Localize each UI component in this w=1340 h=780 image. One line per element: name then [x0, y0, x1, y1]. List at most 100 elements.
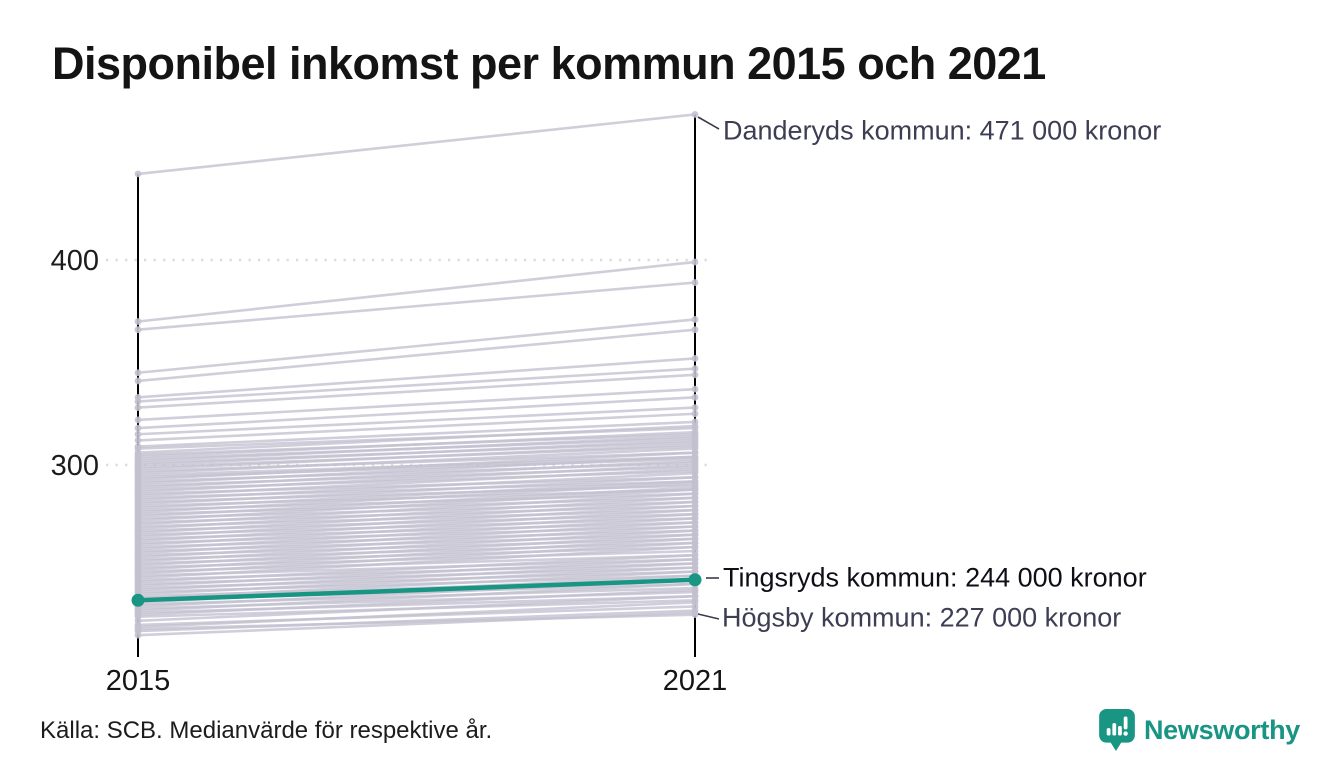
kommun-point-2015	[134, 424, 142, 432]
kommun-point-2021	[691, 592, 699, 600]
annotation-leader-2	[697, 613, 720, 620]
kommun-line	[137, 517, 696, 551]
kommun-line	[137, 508, 696, 543]
highlight-line-tingsryd	[137, 577, 696, 603]
kommun-line	[137, 412, 696, 442]
kommun-line	[137, 357, 696, 399]
kommun-line	[137, 500, 696, 534]
kommun-line	[137, 476, 696, 506]
kommun-line	[137, 486, 696, 518]
kommun-point-2021	[691, 598, 699, 606]
kommun-line	[137, 529, 696, 563]
kommun-line	[137, 443, 696, 471]
kommun-point-2021	[691, 586, 699, 594]
kommun-line	[137, 459, 696, 489]
kommun-line	[137, 570, 696, 600]
kommun-point-2021	[691, 316, 699, 323]
kommun-line	[137, 328, 696, 383]
kommun-point-2021	[691, 543, 699, 551]
kommun-point-2021	[691, 365, 699, 373]
kommun-point-2015	[134, 625, 142, 633]
newsworthy-wordmark: Newsworthy	[1143, 714, 1300, 745]
bar-short	[1106, 728, 1111, 736]
kommun-line	[137, 504, 696, 539]
kommun-line	[137, 439, 696, 467]
kommun-point-2015	[134, 326, 142, 334]
kommun-line	[137, 582, 696, 612]
kommun-line	[137, 430, 696, 459]
kommun-line	[137, 467, 696, 498]
kommun-point-2021	[691, 393, 699, 401]
kommun-line	[137, 420, 696, 448]
kommun-line	[137, 613, 696, 631]
newsworthy-logo: Newsworthy	[1099, 709, 1300, 751]
annotation-danderyd: Danderyds kommun: 471 000 kronor	[723, 115, 1162, 146]
x-label-2021: 2021	[663, 665, 728, 697]
kommun-point-2015	[134, 430, 142, 438]
kommun-line	[137, 545, 696, 580]
kommun-line	[137, 406, 696, 436]
kommun-line	[137, 281, 696, 331]
speech-bubble-shape	[1099, 709, 1135, 751]
exclamation-dot	[1123, 731, 1128, 736]
kommun-line	[137, 482, 696, 514]
kommun-line	[137, 562, 696, 592]
kommun-line	[137, 496, 696, 530]
highlight-point-2015	[131, 593, 145, 607]
kommun-point-2021	[691, 258, 699, 266]
kommun-line	[137, 601, 696, 629]
kommun-line	[137, 512, 696, 547]
kommun-point-2021	[691, 355, 699, 362]
kommun-line	[137, 471, 696, 502]
kommun-line	[137, 113, 696, 176]
kommun-point-2015	[134, 170, 142, 178]
kommun-line	[137, 558, 696, 588]
kommun-line	[137, 435, 696, 463]
kommun-line	[137, 373, 696, 409]
kommun-line	[137, 533, 696, 567]
kommun-line	[137, 588, 696, 616]
kommun-line	[137, 537, 696, 571]
kommun-point-2015	[134, 631, 142, 639]
kommun-point-2021	[691, 111, 699, 118]
kommun-line	[137, 387, 696, 422]
kommun-line	[137, 463, 696, 493]
kommun-point-2015	[134, 318, 142, 325]
kommun-line	[137, 553, 696, 584]
kommun-point-2021	[691, 326, 699, 334]
annotation-hogsby: Högsby kommun: 227 000 kronor	[722, 602, 1122, 633]
kommun-line	[137, 525, 696, 559]
kommun-line	[137, 480, 696, 510]
kommun-line	[137, 260, 696, 323]
kommun-line	[137, 488, 696, 522]
kommun-point-2021	[691, 422, 699, 430]
kommun-line	[137, 367, 696, 403]
kommun-point-2021	[691, 410, 699, 418]
kommun-point-2015	[134, 377, 142, 385]
kommun-line	[137, 447, 696, 475]
kommun-line	[137, 521, 696, 555]
kommun-point-2021	[691, 404, 699, 411]
annotation-tingsryd: Tingsryds kommun: 244 000 kronor	[723, 562, 1147, 593]
y-tick-label-400: 400	[51, 245, 99, 277]
x-label-2015: 2015	[106, 665, 171, 697]
kommun-point-2015	[134, 404, 142, 411]
kommun-line	[137, 451, 696, 481]
kommun-point-2021	[691, 279, 699, 286]
exclamation-bar	[1123, 716, 1128, 730]
kommun-point-2015	[134, 416, 142, 424]
kommun-line	[137, 424, 696, 454]
kommun-point-2015	[134, 369, 142, 377]
annotation-leader-0	[697, 116, 720, 130]
newsworthy-speech-bubble-icon	[1099, 709, 1135, 751]
kommun-line	[137, 594, 696, 623]
kommun-point-2015	[134, 398, 142, 405]
kommun-point-2021	[691, 371, 699, 379]
kommun-point-2021	[691, 385, 699, 393]
kommun-line	[137, 318, 696, 375]
kommun-line	[137, 396, 696, 430]
y-tick-label-300: 300	[51, 450, 99, 482]
kommun-point-2015	[134, 437, 142, 444]
